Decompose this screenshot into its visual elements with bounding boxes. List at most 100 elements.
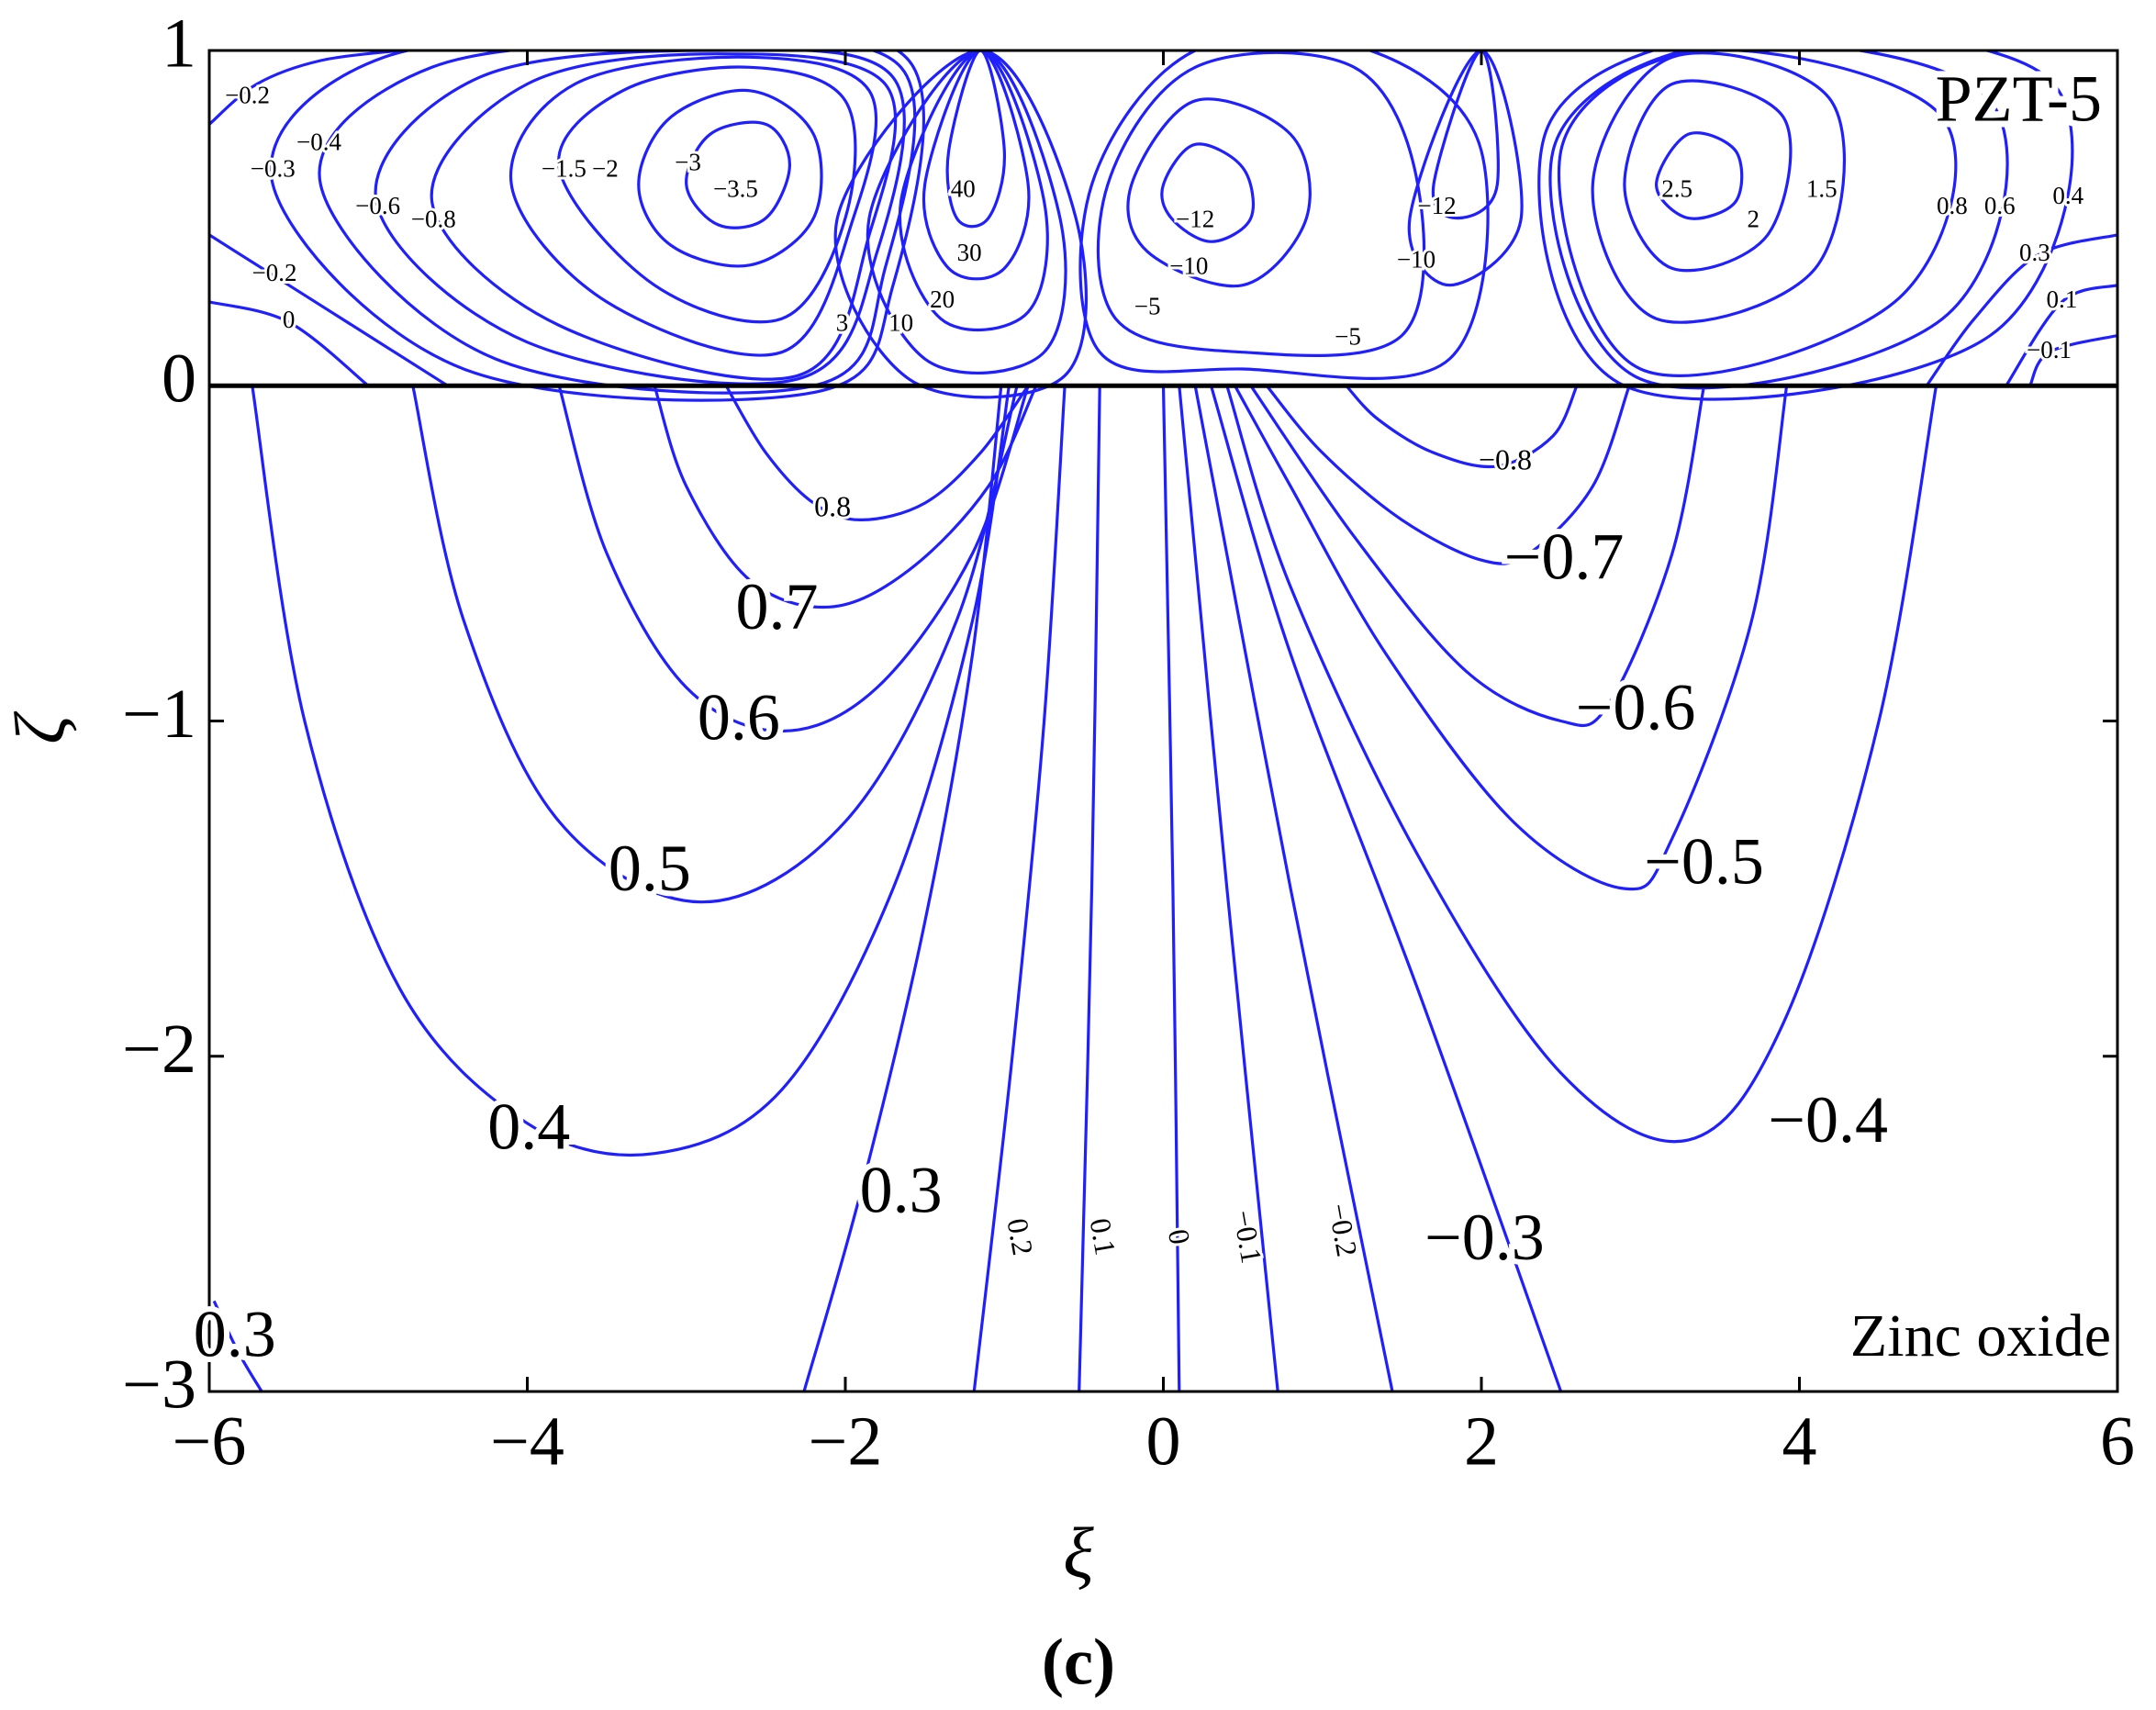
contour-line [802,386,1003,1391]
contour-line [269,50,925,402]
contour-label: −2 [592,155,619,183]
contour-line [945,50,1006,229]
contour-line [1537,50,2074,401]
contour-line [1623,79,1793,273]
contour-label: 2.5 [1661,175,1692,203]
contour-line [653,385,1038,609]
contour-line [866,50,1067,374]
contour-line [411,385,1019,904]
contour-line [1078,386,1101,1391]
contour-line [1161,386,1181,1391]
contour-line [1209,385,1563,1391]
x-axis-label: ξ [1063,1513,1094,1593]
contour-line [833,50,1089,399]
contour-line [1078,50,1490,380]
y-tick-label: −3 [122,1346,196,1423]
x-tick-label: −2 [809,1403,883,1480]
contour-label: −1.5 [542,155,586,183]
contour-line [1591,51,1847,324]
contour-label: −0.2 [225,81,270,108]
contour-label: −10 [1397,245,1435,273]
contour-line [685,120,792,229]
contour-line [898,50,1049,332]
contour-line [972,386,1067,1391]
contour-label: 0.3 [2019,239,2050,266]
contour-line [1160,142,1255,243]
x-tick-label: −4 [490,1403,564,1480]
contour-line [209,300,370,387]
contour-label: 3 [836,309,849,337]
contour-label: 0.1 [2046,285,2077,313]
contour-label: 0.3 [860,1154,943,1227]
contour-label: −0.3 [1424,1201,1545,1274]
contour-line [374,50,906,386]
contour-line [1096,50,1426,358]
contour-line [2028,333,2117,387]
x-tick-label: 0 [1146,1403,1181,1480]
contour-label: −0.1 [2027,336,2072,363]
contour-line [1249,385,1706,728]
contour-label: 40 [951,175,976,203]
contour-label: 0.4 [487,1090,570,1163]
contour-label: −0.4 [1768,1083,1888,1157]
contour-label: −12 [1176,205,1214,232]
y-tick-label: −1 [122,676,196,753]
contour-label: −0.8 [411,205,456,232]
contour-line [1654,131,1744,220]
x-tick-label: 4 [1782,1403,1817,1480]
contour-line [1225,385,1938,1144]
contour-label: −0.3 [251,155,296,183]
contour-line [922,50,1031,281]
contour-label: −5 [1134,292,1161,319]
x-tick-label: 6 [2100,1403,2135,1480]
contour-line [1345,385,1579,469]
contour-line [2005,284,2117,387]
contour-label: 0.1 [1084,1216,1123,1258]
contour-label: −0.4 [296,128,341,155]
contour-line [557,385,1030,733]
contour-label: −0.8 [1479,443,1532,476]
y-tick-label: 1 [162,5,196,82]
contour-layer [209,50,2117,1391]
contour-line [1265,385,1631,565]
contour-line [1178,386,1279,1391]
contour-label: 0.3 [194,1298,276,1371]
contour-label: 10 [888,309,913,337]
y-tick-label: 0 [162,341,196,418]
contour-label: 1.5 [1806,175,1838,203]
contour-line [1407,50,1524,287]
region-label: PZT-5 [1936,62,2102,136]
x-tick-label: −6 [173,1403,247,1480]
contour-label: 0.6 [1984,192,2016,219]
contour-line [209,50,401,126]
contour-label: −0.6 [355,192,400,219]
contour-label: 0.8 [814,490,851,523]
x-tick-label: 2 [1464,1403,1499,1480]
contour-line [724,385,1030,522]
caption: (c) [1042,1626,1115,1699]
contour-label: −3.5 [713,175,758,203]
contour-label: 0.2 [1001,1216,1040,1258]
contour-line [508,55,878,357]
contour-line [1234,385,1789,891]
contour-line [1193,386,1394,1391]
contour-label: −0.7 [1504,520,1625,593]
contour-label: 0.5 [609,832,691,905]
contour-line [212,1300,263,1391]
contour-label: −3 [675,148,701,175]
region-label: Zinc oxide [1850,1302,2111,1369]
contour-line [209,233,449,387]
contour-line [637,88,823,268]
contour-label: −0.6 [1576,671,1696,744]
contour-label: 20 [930,285,955,313]
contour-label: −10 [1169,252,1208,280]
contour-label: −12 [1417,192,1456,219]
contour-label: −5 [1335,322,1361,350]
contour-label: 0.6 [698,681,780,754]
contour-line [1925,233,2117,387]
contour-label: 0.7 [736,570,819,643]
contour-label: −0.2 [252,259,297,286]
contour-label: −0.5 [1644,825,1764,899]
